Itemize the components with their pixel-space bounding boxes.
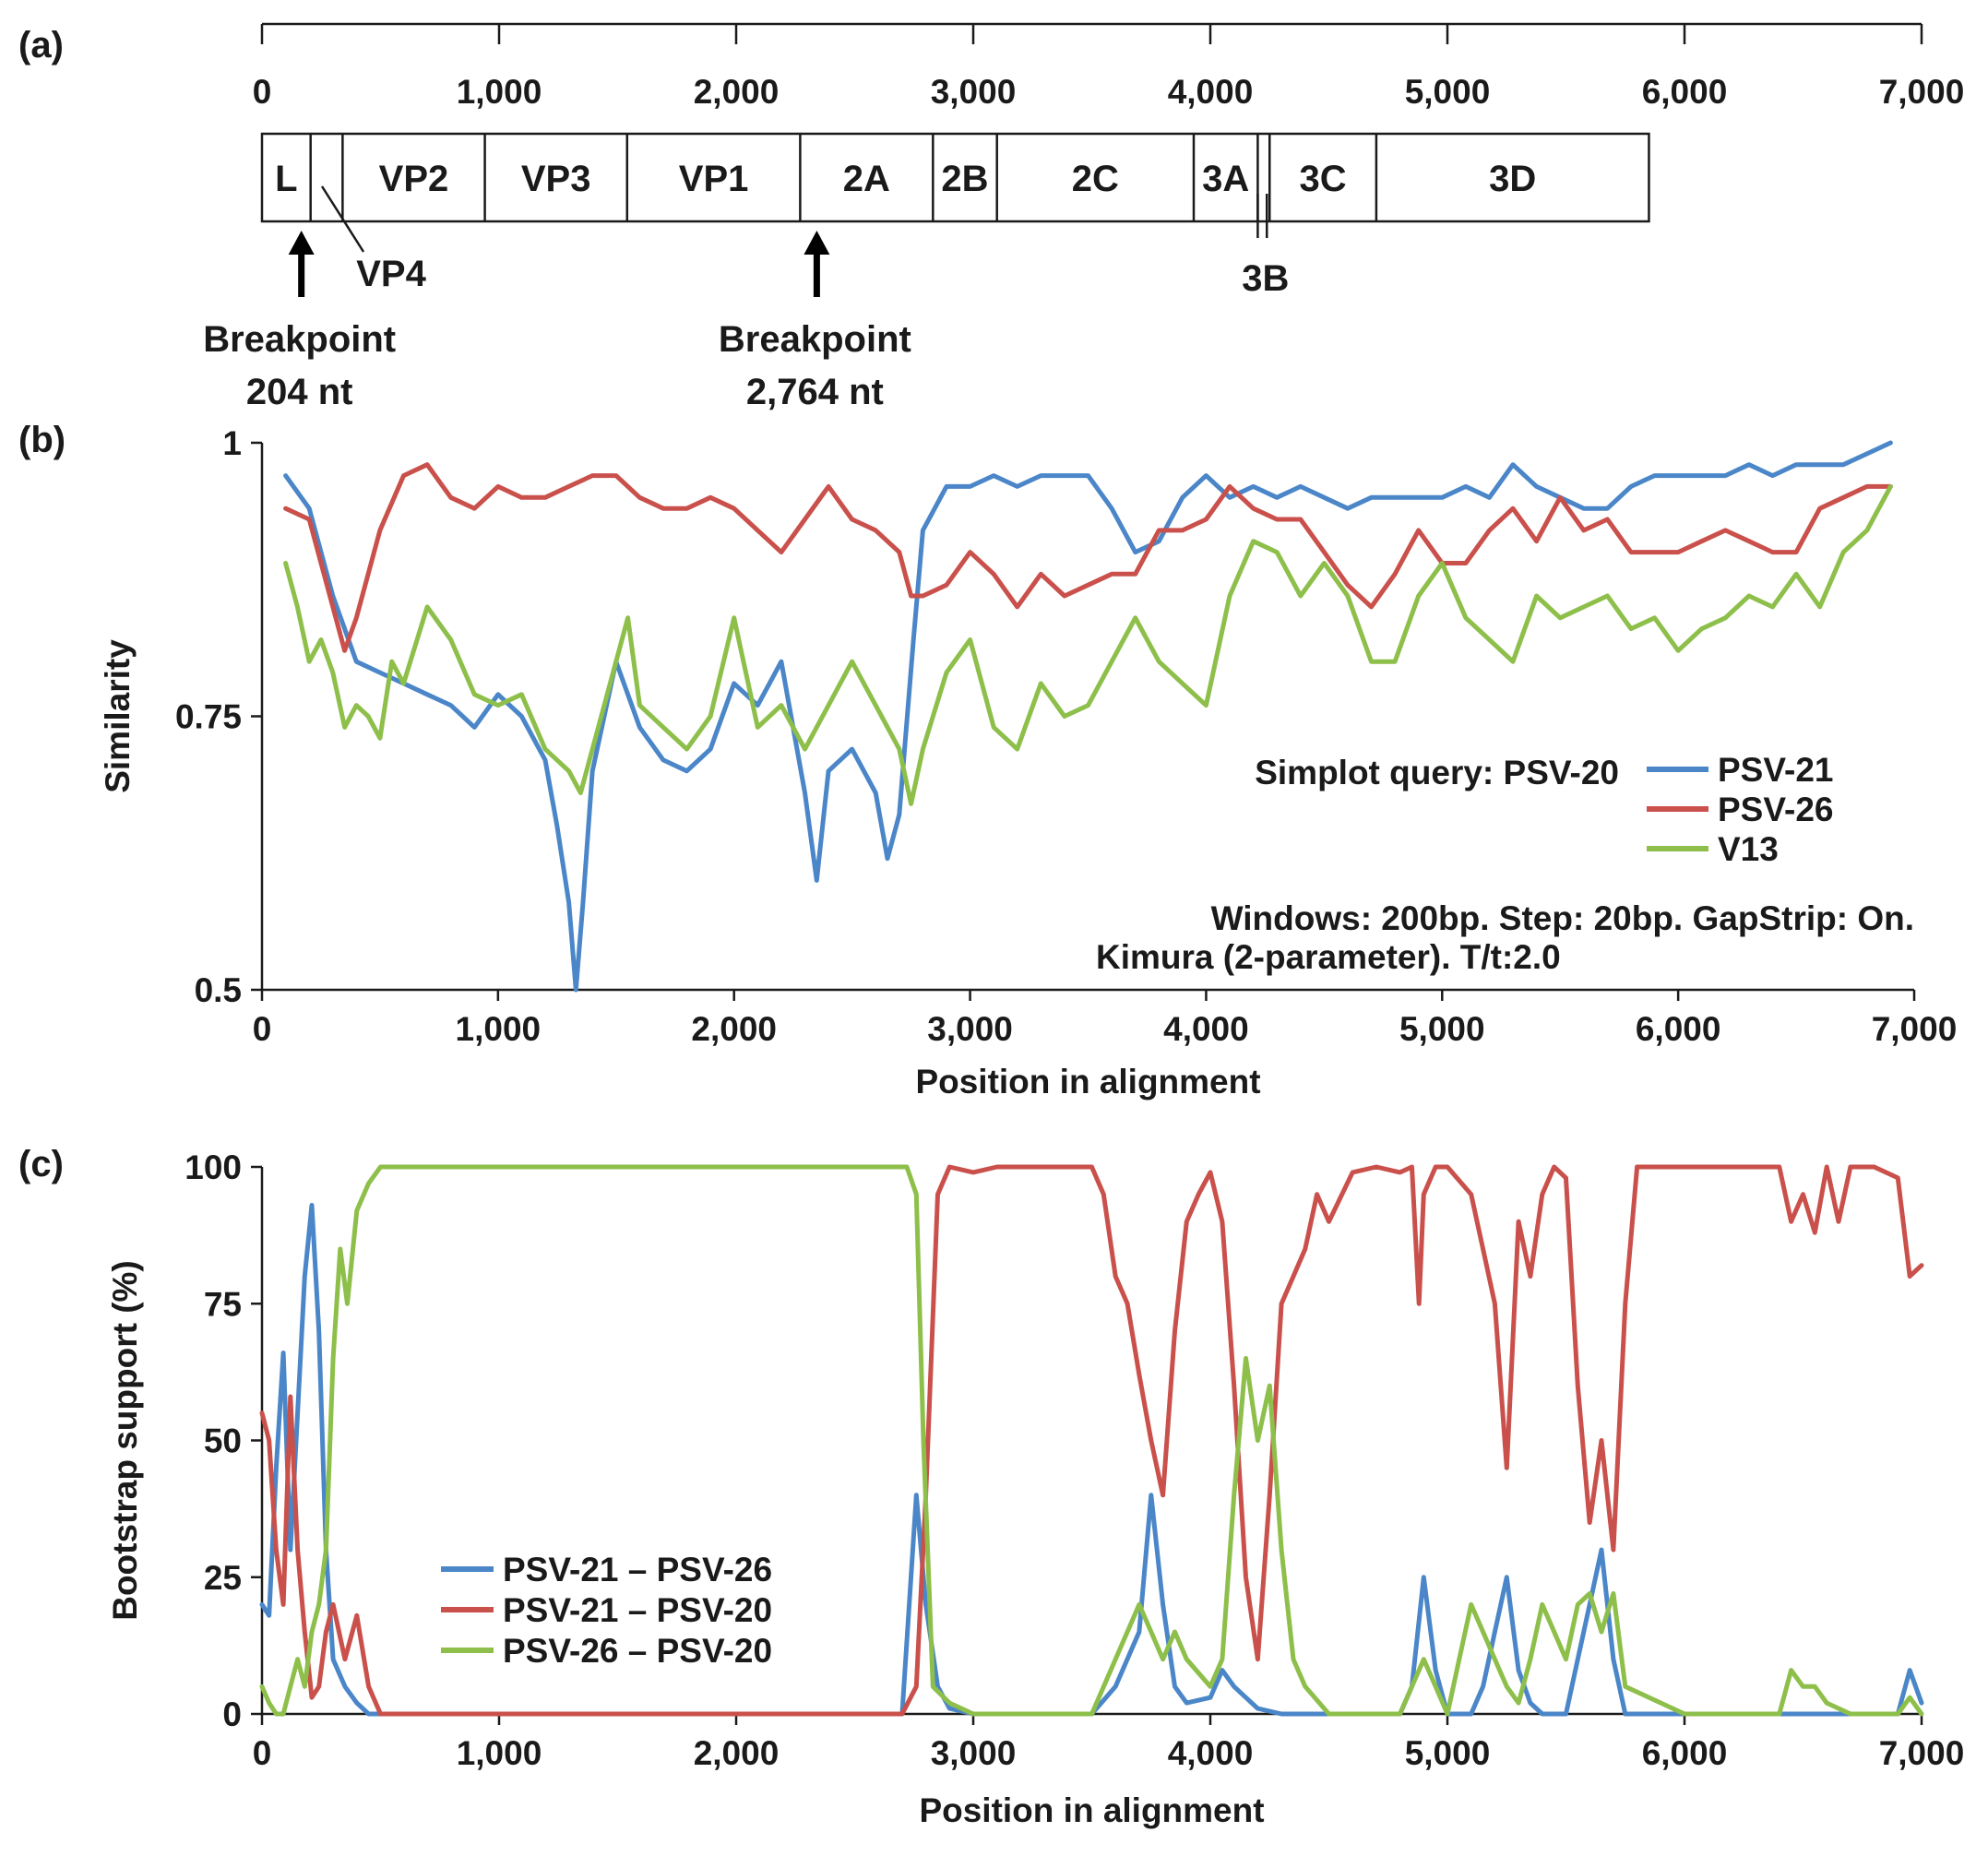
similarity-series-v13 <box>283 483 1893 806</box>
similarity-y-tick-label: 0.75 <box>175 698 242 736</box>
bootscan-series-psv-26-psv-20 <box>259 1164 1924 1717</box>
region-label-vp2: VP2 <box>379 159 449 199</box>
genome-annotations: VP4 3B Breakpoint 204 nt Breakpoint 2,764 nt <box>203 185 1289 412</box>
similarity-axes: 0 1,000 2,000 3,000 4,000 5,000 6,000 7,000 0.5 0… <box>175 424 1957 1048</box>
bootscan-series <box>259 1164 1924 1717</box>
breakpoint-arrow-head <box>804 231 830 255</box>
genome-axis-tick-label: 5,000 <box>1405 73 1491 111</box>
bootscan-y-tick-label: 75 <box>204 1285 242 1323</box>
bootscan-x-tick-label: 4,000 <box>1168 1734 1254 1772</box>
bootscan-x-tick-label: 6,000 <box>1642 1734 1728 1772</box>
bootscan-x-tick-label: 2,000 <box>694 1734 780 1772</box>
bootscan-y-tick-label: 100 <box>185 1148 242 1186</box>
bootscan-series-psv-21-psv-20 <box>259 1164 1924 1717</box>
similarity-x-tick-label: 2,000 <box>691 1010 777 1048</box>
similarity-series-psv-26 <box>283 462 1893 653</box>
bootscan-x-tick-label: 7,000 <box>1879 1734 1965 1772</box>
similarity-x-tick-label: 6,000 <box>1636 1010 1721 1048</box>
panel-b-similarity-plot: (b) 0 1,000 2,000 3,000 4,000 5,000 6,000 7,000… <box>18 420 1957 1101</box>
breakpoint-position: 2,764 nt <box>746 372 884 412</box>
bootscan-y-axis-title: Bootstrap support (%) <box>106 1260 144 1621</box>
similarity-x-tick-label: 1,000 <box>456 1010 542 1048</box>
bootscan-y-tick-label: 0 <box>222 1695 242 1733</box>
similarity-x-tick-label: 4,000 <box>1163 1010 1249 1048</box>
region-label-vp3: VP3 <box>521 159 591 199</box>
legend-label-psv-26-psv-20: PSV-26 – PSV-20 <box>503 1632 772 1670</box>
region-label-2c: 2C <box>1072 159 1119 199</box>
genome-axis-tick-label: 6,000 <box>1642 73 1728 111</box>
simplot-settings-line-1: Windows: 200bp. Step: 20bp. GapStrip: On… <box>1211 899 1914 937</box>
legend-label-v13: V13 <box>1718 830 1779 868</box>
simplot-settings-line-2: Kimura (2-parameter). T/t:2.0 <box>1096 938 1561 976</box>
similarity-x-tick-label: 7,000 <box>1872 1010 1958 1048</box>
bootscan-series-psv-21-psv-26 <box>259 1203 1924 1717</box>
similarity-series-psv-21 <box>283 440 1893 993</box>
panel-c-bootscan-plot: (c) 0 1,000 2,000 3,000 4,000 5,000 6,000 7,000… <box>18 1144 1964 1829</box>
bootscan-x-tick-label: 3,000 <box>931 1734 1017 1772</box>
genome-regions: L VP2 VP3 VP1 2A 2B 2C 3A 3C 3D <box>260 132 1650 223</box>
panel-a-genome-map: (a) 0 1,000 2,000 3,000 4,000 5,000 6,000 7,000… <box>18 22 1965 412</box>
panel-a-label: (a) <box>18 25 64 65</box>
genome-axis-tick-label: 4,000 <box>1168 73 1254 111</box>
region-label-3d: 3D <box>1489 159 1536 199</box>
breakpoint-label: Breakpoint <box>203 319 396 360</box>
breakpoint-arrow-head <box>288 231 315 255</box>
region-label-l: L <box>275 159 297 199</box>
region-label-vp1: VP1 <box>679 159 749 199</box>
panel-c-label: (c) <box>18 1144 64 1184</box>
bootscan-x-tick-label: 5,000 <box>1405 1734 1491 1772</box>
legend-label-psv-21-psv-20: PSV-21 – PSV-20 <box>503 1591 772 1629</box>
vp4-leader-line <box>320 185 365 253</box>
similarity-x-tick-label: 5,000 <box>1399 1010 1485 1048</box>
bootscan-y-tick-label: 50 <box>204 1422 242 1460</box>
genome-polyprotein-box <box>260 132 1650 223</box>
similarity-x-axis-title: Position in alignment <box>915 1063 1260 1101</box>
similarity-series <box>283 440 1893 993</box>
similarity-x-tick-label: 3,000 <box>927 1010 1013 1048</box>
bootscan-x-tick-label: 0 <box>253 1734 272 1772</box>
legend-label-psv-26: PSV-26 <box>1718 791 1833 828</box>
region-label-vp4: VP4 <box>356 254 426 294</box>
genome-axis-ticks: 0 1,000 2,000 3,000 4,000 5,000 6,000 7,000 <box>253 24 1965 111</box>
breakpoint-label: Breakpoint <box>719 319 911 360</box>
similarity-x-tick-label: 0 <box>253 1010 272 1048</box>
region-label-3a: 3A <box>1202 159 1249 199</box>
panel-b-label: (b) <box>18 420 65 460</box>
genome-axis-tick-label: 0 <box>253 73 272 111</box>
similarity-y-axis-title: Similarity <box>99 639 137 793</box>
breakpoint-position: 204 nt <box>246 372 353 412</box>
legend-label-psv-21-psv-26: PSV-21 – PSV-26 <box>503 1551 772 1588</box>
legend-label-psv-21: PSV-21 <box>1718 751 1833 789</box>
genome-axis-tick-label: 3,000 <box>931 73 1017 111</box>
genome-axis-tick-label: 1,000 <box>457 73 542 111</box>
region-label-2a: 2A <box>843 159 890 199</box>
region-label-3b: 3B <box>1242 258 1289 299</box>
simplot-query-label: Simplot query: PSV-20 <box>1255 754 1619 791</box>
genome-axis-tick-label: 7,000 <box>1879 73 1965 111</box>
region-label-2b: 2B <box>941 159 988 199</box>
region-label-3c: 3C <box>1300 159 1347 199</box>
similarity-y-tick-label: 0.5 <box>195 971 242 1009</box>
bootscan-axes: 0 1,000 2,000 3,000 4,000 5,000 6,000 7,000 0 25 5… <box>185 1148 1964 1772</box>
bootscan-x-tick-label: 1,000 <box>457 1734 542 1772</box>
bootscan-x-axis-title: Position in alignment <box>919 1791 1264 1829</box>
bootscan-y-tick-label: 25 <box>204 1559 242 1597</box>
genome-axis-tick-label: 2,000 <box>694 73 780 111</box>
similarity-y-tick-label: 1 <box>222 424 242 462</box>
